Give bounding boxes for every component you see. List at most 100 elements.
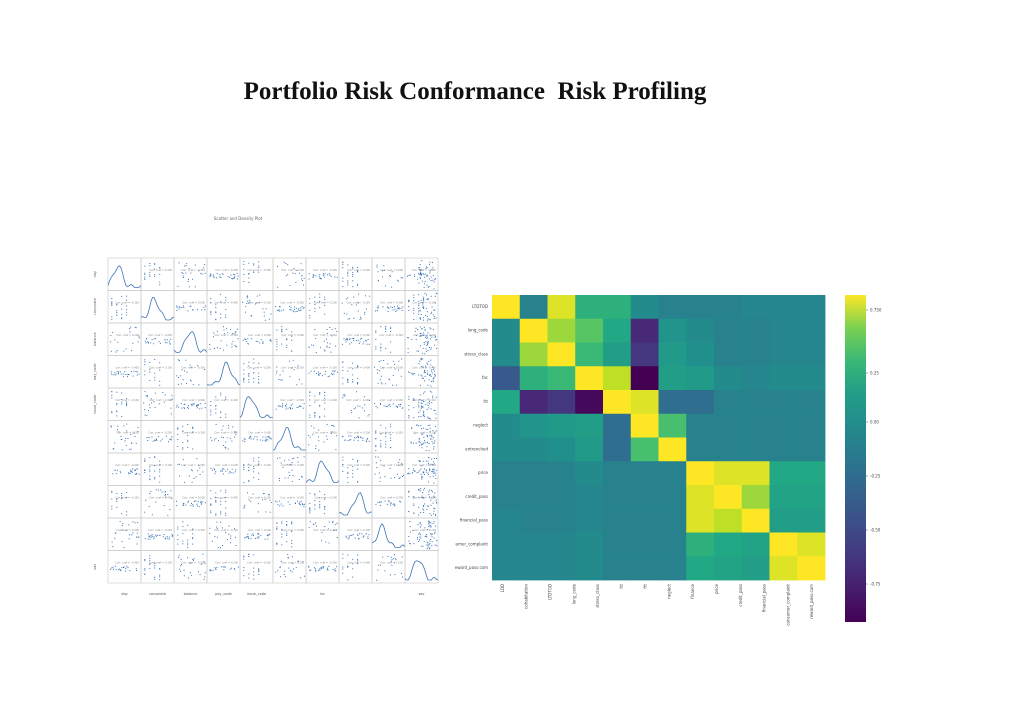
scatter-point [312, 276, 314, 278]
scatter-point [192, 309, 194, 310]
scatter-point [349, 338, 351, 340]
scatter-point [308, 435, 310, 437]
scatter-point [413, 319, 415, 320]
scatter-point [243, 373, 245, 375]
scatter-point [132, 468, 134, 470]
scatter-point [144, 460, 146, 462]
scatter-point [381, 375, 382, 377]
scatter-point [215, 312, 217, 314]
scatter-point [425, 350, 427, 352]
scatter-point [116, 506, 118, 508]
scatter-point [413, 398, 415, 400]
scatter-point [237, 275, 239, 277]
heatmap-ylabel: consumer_complaint [455, 541, 488, 546]
scatter-point [144, 391, 146, 393]
scatter-point [377, 564, 379, 566]
scatter-point [225, 308, 227, 310]
scatter-point [162, 536, 164, 538]
scatter-point [298, 503, 300, 505]
scatter-point [352, 563, 354, 565]
scatter-point [187, 524, 189, 526]
scatter-point [202, 501, 204, 503]
scatter-point [288, 471, 290, 473]
scatter-point [419, 398, 421, 400]
scatter-point [215, 492, 217, 494]
scatter-point [116, 312, 118, 314]
scatter-point [286, 464, 288, 466]
scatter-point [418, 404, 420, 406]
scatter-point [225, 441, 227, 443]
scatter-point [418, 313, 420, 315]
corr-label: Corr. coef = 0.200 [116, 528, 139, 532]
scatter-point [428, 278, 430, 280]
scatter-point [248, 379, 250, 381]
heatmap-cell [658, 295, 687, 320]
scatter-point [227, 332, 229, 334]
scatter-point [110, 341, 112, 343]
scatter-point [191, 403, 193, 405]
scatter-point [204, 369, 206, 370]
scatter-point [149, 271, 151, 273]
scatter-point [235, 331, 237, 333]
scatter-point [149, 407, 151, 409]
scatter-point [309, 298, 311, 300]
scatter-point [344, 440, 346, 441]
scatter-point [392, 306, 393, 308]
scatter-point [215, 319, 217, 321]
scatter-point [302, 504, 304, 506]
scatter-point [418, 311, 420, 313]
scatter-point [190, 305, 192, 307]
scatter-point [319, 277, 321, 279]
scatter-point [309, 392, 311, 394]
scatter-point [420, 405, 422, 407]
scatter-point [357, 365, 359, 367]
scatter-point [309, 416, 311, 418]
scatter-point [182, 272, 184, 274]
scatter-point [144, 361, 146, 363]
scatter-point [201, 407, 203, 409]
scatter-point [418, 416, 420, 418]
scatter-point [351, 342, 353, 344]
scatter-point [149, 368, 151, 370]
scatter-point [222, 473, 224, 475]
scatter-point [424, 329, 426, 331]
scatter-point [315, 568, 316, 570]
scatter-point [336, 566, 338, 568]
scatter-point [424, 535, 426, 537]
scatter-point [309, 395, 311, 397]
scatter-point [380, 501, 382, 503]
scatter-point [375, 503, 377, 505]
scatter-point [432, 513, 434, 515]
scatter-point [114, 469, 116, 471]
scatter-point [219, 274, 221, 276]
scatter-point [430, 533, 432, 534]
scatter-point [121, 403, 123, 405]
scatter-point [197, 309, 198, 311]
scatter-point [347, 273, 349, 275]
corr-label: Corr. coef = 0.400 [347, 268, 370, 272]
corr-label: Corr. coef = -0.300 [181, 561, 205, 565]
scatter-point [308, 346, 310, 348]
scatter-point [164, 491, 166, 493]
scatter-point [243, 378, 245, 380]
scatter-point [427, 337, 429, 339]
scatter-point [268, 534, 270, 536]
scatter-point [158, 403, 160, 405]
corr-label: Corr. coef = 0.200 [413, 333, 436, 337]
scatter-point [180, 565, 182, 567]
scatter-point [131, 470, 133, 472]
scatter-point [429, 513, 431, 515]
scatter-point [433, 507, 435, 509]
scatter-point [170, 338, 172, 340]
scatter-cell [239, 257, 274, 291]
scatter-point [309, 502, 311, 504]
scatter-point [281, 521, 283, 523]
scatter-point [429, 272, 431, 274]
scatter-point [223, 333, 225, 334]
scatter-point [190, 505, 192, 506]
scatter-point [352, 476, 354, 478]
scatter-point [423, 392, 425, 394]
scatter-point [258, 378, 260, 380]
heatmap-ylabel: LTDTOD [472, 304, 488, 309]
scatter-point [149, 535, 151, 537]
